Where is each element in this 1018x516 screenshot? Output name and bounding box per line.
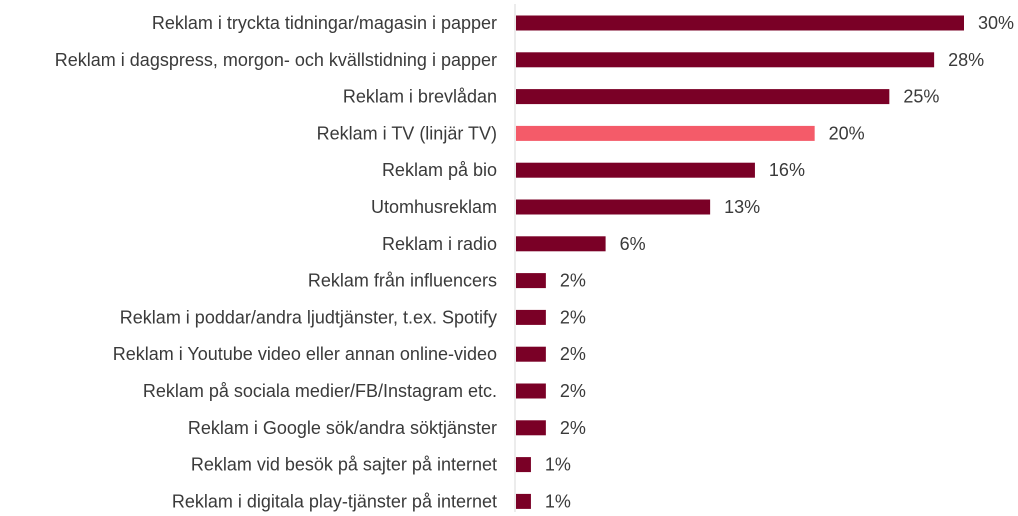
- category-label-4: Reklam på bio: [382, 160, 497, 180]
- bar-12: [516, 457, 531, 473]
- category-label-0: Reklam i tryckta tidningar/magasin i pap…: [152, 13, 497, 33]
- value-label-2: 25%: [903, 87, 939, 107]
- value-label-10: 2%: [560, 381, 586, 401]
- category-label-12: Reklam vid besök på sajter på internet: [191, 455, 497, 475]
- bar-1: [516, 52, 935, 68]
- category-label-8: Reklam i poddar/andra ljudtjänster, t.ex…: [120, 307, 497, 327]
- bar-0: [516, 15, 964, 31]
- bar-11: [516, 420, 546, 436]
- category-label-2: Reklam i brevlådan: [343, 87, 497, 107]
- bar-6: [516, 236, 606, 252]
- category-label-11: Reklam i Google sök/andra söktjänster: [188, 418, 497, 438]
- bar-3: [516, 125, 815, 141]
- bar-9: [516, 346, 546, 362]
- category-label-9: Reklam i Youtube video eller annan onlin…: [113, 344, 497, 364]
- value-label-4: 16%: [769, 160, 805, 180]
- category-label-1: Reklam i dagspress, morgon- och kvällsti…: [55, 50, 497, 70]
- bar-7: [516, 273, 546, 289]
- bar-10: [516, 383, 546, 399]
- value-label-1: 28%: [948, 50, 984, 70]
- category-label-7: Reklam från influencers: [308, 271, 497, 291]
- bar-8: [516, 309, 546, 325]
- value-label-7: 2%: [560, 271, 586, 291]
- value-labels-group: 30% 28% 25% 20% 16% 13% 6% 2% 2% 2% 2% 2% 1% 1%: [545, 13, 1014, 511]
- bar-2: [516, 89, 890, 105]
- value-label-11: 2%: [560, 418, 586, 438]
- value-label-6: 6%: [620, 234, 646, 254]
- bar-4: [516, 162, 755, 178]
- category-label-13: Reklam i digitala play-tjänster på inter…: [172, 491, 497, 511]
- value-label-5: 13%: [724, 197, 760, 217]
- category-label-6: Reklam i radio: [382, 234, 497, 254]
- value-label-13: 1%: [545, 491, 571, 511]
- value-label-9: 2%: [560, 344, 586, 364]
- value-label-0: 30%: [978, 13, 1014, 33]
- category-label-10: Reklam på sociala medier/FB/Instagram et…: [143, 381, 497, 401]
- bar-13: [516, 493, 531, 509]
- value-label-8: 2%: [560, 307, 586, 327]
- category-labels-group: Reklam i tryckta tidningar/magasin i pap…: [55, 13, 497, 511]
- bar-5: [516, 199, 711, 215]
- category-label-5: Utomhusreklam: [371, 197, 497, 217]
- bars-group: [516, 15, 964, 509]
- value-label-3: 20%: [829, 123, 865, 143]
- value-label-12: 1%: [545, 455, 571, 475]
- category-label-3: Reklam i TV (linjär TV): [317, 123, 497, 143]
